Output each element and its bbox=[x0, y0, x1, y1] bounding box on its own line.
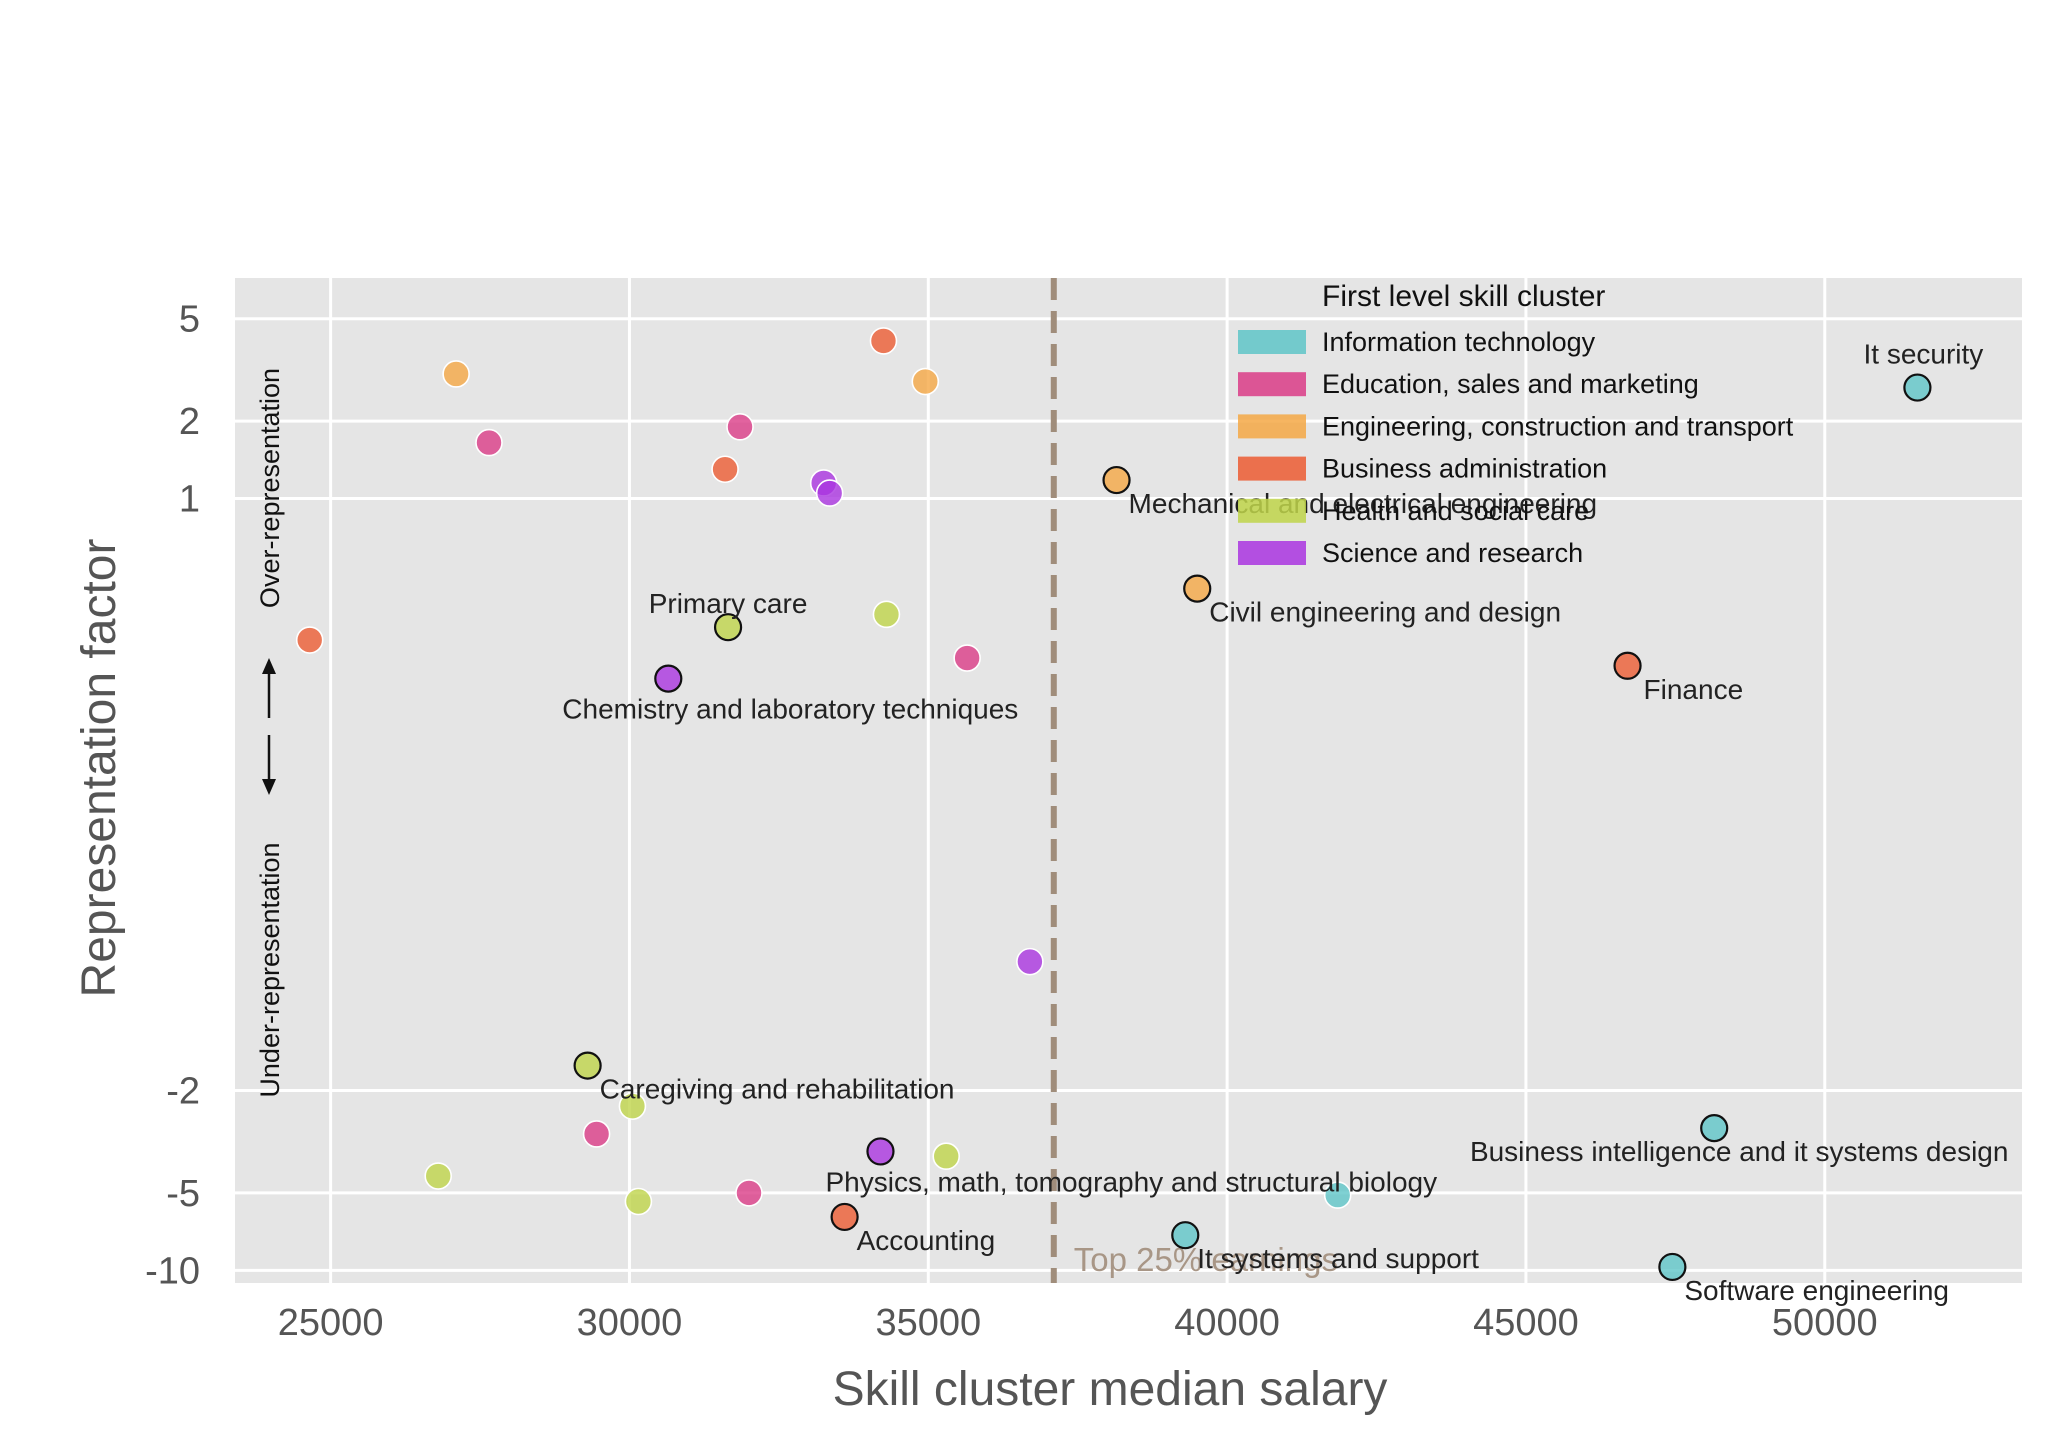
y-tick-label: 1 bbox=[179, 479, 200, 521]
x-tick-label: 45000 bbox=[1473, 1302, 1579, 1344]
y-tick-label: 5 bbox=[179, 299, 200, 341]
y-tick-label: -2 bbox=[166, 1071, 200, 1113]
scatter-point bbox=[711, 455, 739, 484]
scatter-point bbox=[1323, 1181, 1352, 1209]
legend-title: First level skill cluster bbox=[1322, 280, 1605, 313]
legend-entry: Health and social care bbox=[1322, 496, 1589, 526]
scatter-point bbox=[735, 1179, 763, 1207]
scatter-point bbox=[1700, 1114, 1729, 1143]
under-representation-label: Under-representation bbox=[255, 842, 285, 1097]
legend-entry: Information technology bbox=[1322, 327, 1596, 357]
scatter-point bbox=[911, 367, 940, 396]
legend-entry: Science and research bbox=[1322, 538, 1583, 568]
legend-entry: Education, sales and marketing bbox=[1322, 369, 1699, 399]
y-tick-label: 2 bbox=[179, 401, 200, 443]
scatter-point bbox=[866, 1137, 895, 1166]
scatter-point bbox=[1183, 574, 1212, 603]
scatter-point bbox=[713, 613, 743, 642]
scatter-point bbox=[624, 1187, 653, 1216]
point-label: Physics, math, tomography and structural… bbox=[825, 1166, 1437, 1197]
scatter-point bbox=[726, 413, 754, 441]
scatter-point bbox=[953, 644, 981, 672]
points bbox=[295, 327, 1932, 1282]
legend-swatch bbox=[1238, 414, 1306, 439]
scatter-point bbox=[932, 1142, 961, 1170]
legend: First level skill cluster Information te… bbox=[1238, 280, 1794, 568]
over-arrow-head bbox=[262, 658, 276, 674]
point-label: Chemistry and laboratory techniques bbox=[562, 694, 1018, 725]
threshold-label: Top 25% earnings bbox=[1074, 1241, 1338, 1278]
y-tick-labels: 5 2 1 -2 -5 -10 bbox=[145, 299, 200, 1293]
scatter-point bbox=[618, 1092, 647, 1120]
under-arrow-head bbox=[262, 779, 276, 795]
scatter-point bbox=[815, 479, 844, 507]
scatter-point bbox=[1016, 947, 1044, 976]
scatter-point bbox=[1613, 651, 1642, 680]
threshold: Top 25% earnings bbox=[1050, 278, 1338, 1283]
point-label: Finance bbox=[1644, 674, 1744, 705]
point-label: Software engineering bbox=[1684, 1275, 1949, 1306]
x-tick-label: 50000 bbox=[1772, 1302, 1878, 1344]
scatter-point bbox=[654, 664, 683, 693]
x-tick-labels: 25000 30000 35000 40000 45000 50000 bbox=[278, 1302, 1878, 1344]
scatter-point bbox=[1171, 1221, 1200, 1250]
scatter-point bbox=[582, 1120, 611, 1148]
point-label: Civil engineering and design bbox=[1209, 597, 1561, 628]
point-label: Mechanical and electrical engineering bbox=[1129, 488, 1598, 519]
scatter-point bbox=[475, 428, 503, 457]
scatter-point bbox=[442, 360, 470, 388]
point-label: It security bbox=[1864, 339, 1984, 370]
x-tick-label: 40000 bbox=[1174, 1302, 1280, 1344]
point-labels: It security Business intelligence and it … bbox=[562, 339, 2008, 1306]
legend-entry: Engineering, construction and transport bbox=[1322, 411, 1794, 441]
x-tick-label: 30000 bbox=[577, 1302, 683, 1344]
scatter-point bbox=[830, 1202, 859, 1232]
x-axis-title: Skill cluster median salary bbox=[833, 1363, 1388, 1416]
scatter-point bbox=[573, 1051, 602, 1080]
point-label: Accounting bbox=[857, 1225, 996, 1256]
legend-swatch bbox=[1238, 541, 1306, 565]
point-label: Caregiving and rehabilitation bbox=[600, 1074, 955, 1105]
scatter-point bbox=[424, 1162, 453, 1190]
point-label: Primary care bbox=[649, 588, 808, 619]
legend-swatch bbox=[1238, 456, 1306, 481]
scatter-point bbox=[872, 600, 901, 629]
legend-swatch bbox=[1238, 372, 1306, 397]
plot-background bbox=[235, 278, 2022, 1283]
over-representation-label: Over-representation bbox=[255, 368, 285, 608]
x-tick-label: 25000 bbox=[278, 1302, 384, 1344]
point-label: Business intelligence and it systems des… bbox=[1470, 1136, 2009, 1167]
legend-swatch bbox=[1238, 498, 1306, 523]
representation-indicator: Over-representation Under-representation bbox=[255, 368, 285, 1098]
x-tick-label: 35000 bbox=[875, 1302, 981, 1344]
legend-swatch bbox=[1238, 330, 1306, 354]
grid bbox=[235, 278, 2022, 1283]
y-axis-title: Representation factor bbox=[73, 539, 126, 998]
legend-entry: Business administration bbox=[1322, 454, 1607, 484]
scatter-point bbox=[869, 327, 898, 355]
y-tick-label: -10 bbox=[145, 1250, 200, 1292]
point-label: It systems and support bbox=[1197, 1243, 1479, 1274]
y-tick-label: -5 bbox=[166, 1173, 200, 1215]
scatter-point bbox=[1658, 1252, 1687, 1282]
scatter-point bbox=[1102, 465, 1131, 495]
scatter-point bbox=[295, 626, 324, 654]
scatter-point bbox=[1903, 373, 1932, 402]
